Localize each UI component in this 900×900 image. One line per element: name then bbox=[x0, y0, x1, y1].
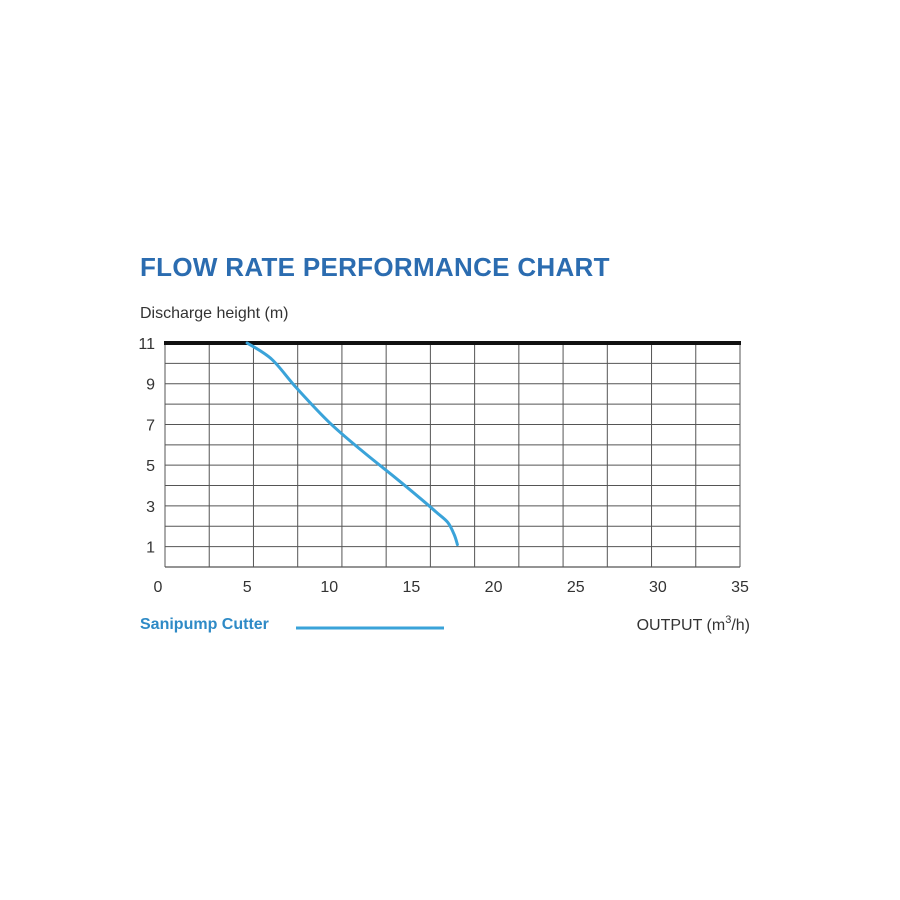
chart-title: FLOW RATE PERFORMANCE CHART bbox=[140, 252, 610, 282]
y-tick-labels: 1 3 5 7 9 11 bbox=[138, 336, 155, 557]
x-tick-label: 10 bbox=[320, 579, 338, 596]
x-axis-label-main: OUTPUT (m bbox=[637, 617, 726, 634]
y-axis-label: Discharge height (m) bbox=[140, 305, 289, 322]
series-line-sanipump-cutter bbox=[245, 341, 459, 547]
y-tick-label: 5 bbox=[146, 458, 155, 475]
x-tick-label: 0 bbox=[154, 579, 163, 596]
y-tick-label: 3 bbox=[146, 499, 155, 516]
x-tick-labels: 0 5 10 15 20 25 30 35 bbox=[154, 579, 749, 596]
x-axis-label-superscript: 3 bbox=[725, 614, 731, 626]
series-layer bbox=[245, 341, 459, 547]
y-tick-label: 11 bbox=[138, 336, 155, 353]
x-tick-label: 20 bbox=[485, 579, 503, 596]
x-axis-label-end: /h) bbox=[731, 617, 750, 634]
x-tick-label: 25 bbox=[567, 579, 585, 596]
x-tick-label: 5 bbox=[243, 579, 252, 596]
y-tick-label: 1 bbox=[146, 540, 155, 557]
x-tick-label: 35 bbox=[731, 579, 749, 596]
x-axis-label: OUTPUT (m3/h) bbox=[637, 614, 750, 634]
legend-series-label: Sanipump Cutter bbox=[140, 616, 269, 633]
y-tick-label: 7 bbox=[146, 417, 155, 434]
x-tick-label: 30 bbox=[649, 579, 667, 596]
legend: Sanipump Cutter bbox=[140, 616, 444, 633]
grid bbox=[164, 341, 741, 568]
y-tick-label: 9 bbox=[146, 377, 155, 394]
x-tick-label: 15 bbox=[403, 579, 421, 596]
